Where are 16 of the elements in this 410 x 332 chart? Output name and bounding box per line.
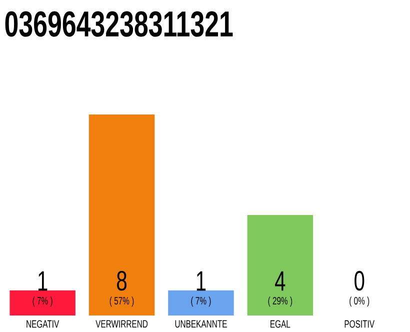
annotation: ( 29% ) bbox=[268, 296, 292, 307]
x-tick-label: VERWIRREND bbox=[96, 320, 148, 328]
annotation: ( 0% ) bbox=[350, 296, 370, 307]
x-tick-label: EGAL bbox=[270, 320, 290, 328]
x-tick-label: UNBEKANNTE bbox=[175, 320, 227, 328]
annotation: ( 7% ) bbox=[32, 296, 52, 307]
data-label: 1 bbox=[196, 271, 206, 291]
chart-title: 0369643238311321 bbox=[5, 11, 233, 37]
data-label: 0 bbox=[354, 270, 364, 291]
x-tick-label: POSITIV bbox=[344, 320, 374, 328]
x-tick-label: NEGATIV bbox=[26, 320, 60, 328]
data-label: 8 bbox=[117, 270, 126, 291]
annotation: ( 7% ) bbox=[191, 296, 211, 307]
data-label: 4 bbox=[275, 271, 286, 291]
annotation: ( 57% ) bbox=[110, 296, 134, 307]
data-label: 1 bbox=[38, 271, 48, 291]
